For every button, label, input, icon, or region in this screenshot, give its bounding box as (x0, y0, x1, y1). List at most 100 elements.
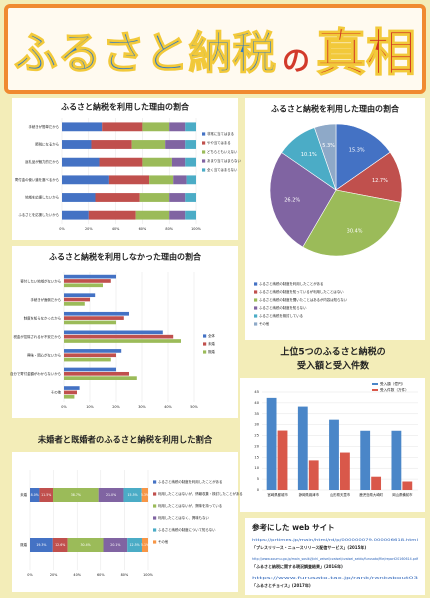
legend-swatch (203, 350, 207, 354)
legend-swatch (153, 540, 157, 544)
bar-segment (102, 122, 143, 132)
bar-segment (30, 538, 53, 552)
bar-segment (149, 175, 174, 185)
data-label: 5.3% (141, 493, 149, 497)
reference-url: https://prtimes.jp/main/html/rd/p/000000… (252, 538, 418, 542)
legend-label: 全体 (208, 333, 215, 338)
bar (266, 397, 277, 490)
data-label: 10.1% (301, 152, 317, 158)
bar (340, 452, 350, 490)
x-tick-label: 静岡県焼津市 (299, 492, 320, 497)
data-label: 12.6% (55, 543, 65, 547)
x-tick-label: 60% (97, 573, 105, 577)
bar (64, 339, 181, 343)
bar-segment (169, 193, 186, 202)
data-label: 20.1% (110, 543, 120, 547)
x-tick-label: 鹿児島県大崎町 (359, 492, 383, 497)
reference-url: http://www.soumu.go.jp/main_sosiki/jichi… (252, 557, 419, 561)
legend-label: 利用したことはないが、興味を持っている (158, 503, 222, 508)
bar-segment (185, 193, 196, 202)
bar-segment (95, 193, 140, 202)
chart-title: ふるさと納税を利用した理由の割合 (271, 104, 400, 114)
bar-segment (62, 210, 89, 220)
x-tick-label: 40% (112, 227, 120, 231)
legend-label: 非常に当てはまる (207, 131, 234, 136)
y-tick-label: 返礼品が魅力的だから (25, 159, 59, 164)
legend-label: あまり当てはまらない (207, 158, 241, 163)
data-label: 21.0% (106, 493, 116, 497)
legend-label: 全く当てはまらない (207, 167, 238, 172)
bar-segment (62, 175, 109, 185)
bar (297, 406, 308, 490)
title-main: ふるさと納税 (14, 28, 276, 79)
legend-swatch (202, 168, 206, 172)
data-label: 26.2% (284, 197, 300, 203)
legend-label: どちらともいえない (207, 149, 238, 154)
legend-swatch (203, 342, 207, 346)
bar (277, 430, 288, 490)
bar-segment (127, 538, 142, 552)
y-tick-label: 制度を知らなかったから (24, 315, 61, 320)
legend-swatch (202, 150, 206, 154)
x-tick-label: 0% (61, 405, 67, 409)
legend-swatch (254, 314, 258, 318)
y-tick-label: 自分で寄付金額がわからないから (10, 371, 61, 376)
references-heading: 参考にした web サイト (252, 522, 335, 532)
legend-label: 既婚 (208, 349, 215, 354)
legend-label: ふるさと納税の制度について知らない (158, 527, 216, 532)
reference-source: 「ふるさと納税に関する現況調査結果」(2016年) (252, 563, 343, 569)
y-tick-label: 40 (254, 401, 259, 405)
bar (64, 376, 137, 380)
y-tick-label: 未婚 (20, 492, 27, 497)
x-tick-label: 30% (138, 405, 146, 409)
bar (64, 297, 90, 302)
bar-segment (62, 140, 92, 149)
x-tick-label: 0% (27, 573, 33, 577)
bar-segment (62, 193, 96, 202)
y-tick-label: ふるさとを応援したいから (18, 212, 59, 217)
y-tick-label: 15 (254, 455, 259, 459)
x-tick-label: 20% (50, 573, 58, 577)
x-tick-label: 宮崎県都城市 (267, 492, 288, 497)
legend-label: 利用したことはなく、興味もない (158, 515, 209, 520)
y-tick-label: 30 (254, 423, 259, 427)
y-tick-label: 20 (254, 444, 259, 448)
bar-segment (52, 538, 68, 552)
bar-segment (185, 140, 196, 149)
bar-segment (98, 488, 124, 502)
legend-swatch (153, 516, 157, 520)
y-tick-label: 5 (257, 477, 259, 481)
legend-swatch (153, 528, 157, 532)
legend-swatch (254, 298, 258, 302)
legend-swatch (202, 159, 206, 163)
bar-segment (88, 210, 136, 220)
x-tick-label: 10% (86, 405, 94, 409)
bar (64, 283, 103, 288)
bar (64, 293, 96, 298)
legend-label: 利用したことはないが、情報収集・検討したことがある (158, 491, 243, 496)
pie-slice (335, 123, 391, 191)
bar-segment (169, 210, 186, 220)
bar (402, 481, 413, 490)
x-tick-label: 80% (165, 227, 173, 231)
bar-segment (67, 538, 104, 552)
bar (64, 320, 116, 325)
legend-label: 受入件数（万件） (380, 387, 409, 392)
y-tick-label: 0 (257, 488, 260, 492)
title-banner (4, 4, 426, 94)
bar-segment (185, 157, 196, 167)
data-label: 15.3% (349, 148, 365, 154)
reference-source: 「ふるさとチョイス」(2017年) (252, 582, 311, 588)
bar-segment (91, 140, 132, 149)
chart-title: 未婚者と既婚者のふるさと納税を利用した割合 (37, 435, 213, 445)
bar-segment (99, 157, 143, 167)
bar-segment (62, 122, 103, 132)
bar-segment (185, 210, 196, 220)
legend-swatch (202, 132, 206, 136)
bar-segment (39, 488, 54, 502)
legend-swatch (254, 322, 258, 326)
legend-label: ふるさと納税の制度を聞いたことはあるが内容は知らない (259, 297, 348, 302)
panel (245, 518, 425, 595)
data-label: 12.7% (372, 178, 388, 184)
